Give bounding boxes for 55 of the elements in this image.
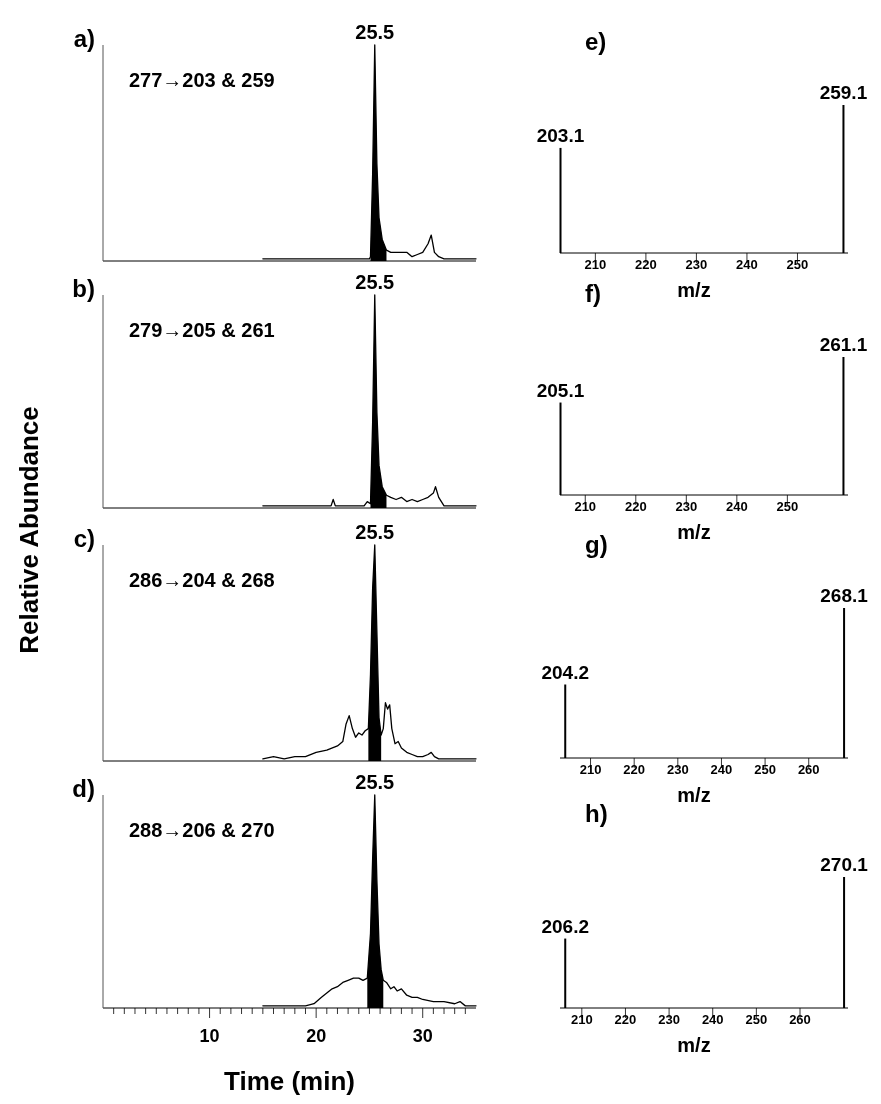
annotation: 277→203 & 259 [129,69,275,91]
chart-title: g) [585,531,608,558]
chart-title: c) [73,525,95,552]
chart-title: e) [585,28,607,55]
annotation: 259.1 [819,82,868,103]
x-tick-label: 260 [797,762,820,777]
annotation: 268.1 [820,585,869,606]
chart-title: b) [72,275,95,302]
x-tick-label: 230 [675,499,698,514]
x-tick-label: 220 [614,1012,637,1027]
x-tick-label: 250 [754,762,776,777]
x-tick-label: 230 [658,1012,680,1027]
x-tick-label: 220 [623,762,646,777]
annotation: 261.1 [819,334,868,355]
annotation: 25.5 [355,521,395,543]
x-tick-label: 210 [570,1012,593,1027]
x-tick-label: 230 [685,257,708,272]
chart-title: a) [73,25,95,52]
x-tick-label: 20 [306,1026,327,1046]
chart-title: h) [585,800,608,827]
annotation: 203.1 [536,124,585,146]
x-tick-label: 250 [776,499,799,514]
annotation: 25.5 [355,771,395,793]
x-tick-label: 210 [584,257,607,272]
x-tick-label: 210 [579,762,602,777]
chart-title: d) [72,775,95,802]
annotation: 270.1 [820,854,869,875]
x-tick-label: 220 [624,499,647,514]
x-tick-label: 220 [635,257,657,272]
x-tick-label: 240 [736,257,758,272]
x-tick-label: 260 [789,1012,811,1027]
annotation: 25.5 [355,271,395,293]
chart-title: f) [585,280,601,307]
annotation: 25.5 [355,21,395,43]
x-tick-label: 240 [710,762,733,777]
x-axis-title: m/z [677,279,711,301]
x-axis-title: m/z [677,521,711,543]
x-axis-title: m/z [677,784,711,806]
x-tick-label: 230 [666,762,689,777]
x-tick-label: 240 [701,1012,724,1027]
annotation: 288→206 & 270 [129,819,275,841]
x-tick-label: 30 [412,1026,433,1046]
y-axis-title: Relative Abundance [14,406,44,654]
annotation: 205.1 [536,379,585,401]
annotation: 204.2 [541,661,590,683]
x-tick-label: 210 [574,499,597,514]
x-axis-title: m/z [677,1034,711,1056]
x-tick-label: 250 [745,1012,768,1027]
annotation: 206.2 [541,915,590,937]
x-tick-label: 240 [725,499,748,514]
x-axis-title: Time (min) [224,1066,355,1096]
annotation: 286→204 & 268 [129,569,275,591]
x-tick-label: 250 [786,257,809,272]
annotation: 279→205 & 261 [129,319,275,341]
x-tick-label: 10 [199,1026,220,1046]
